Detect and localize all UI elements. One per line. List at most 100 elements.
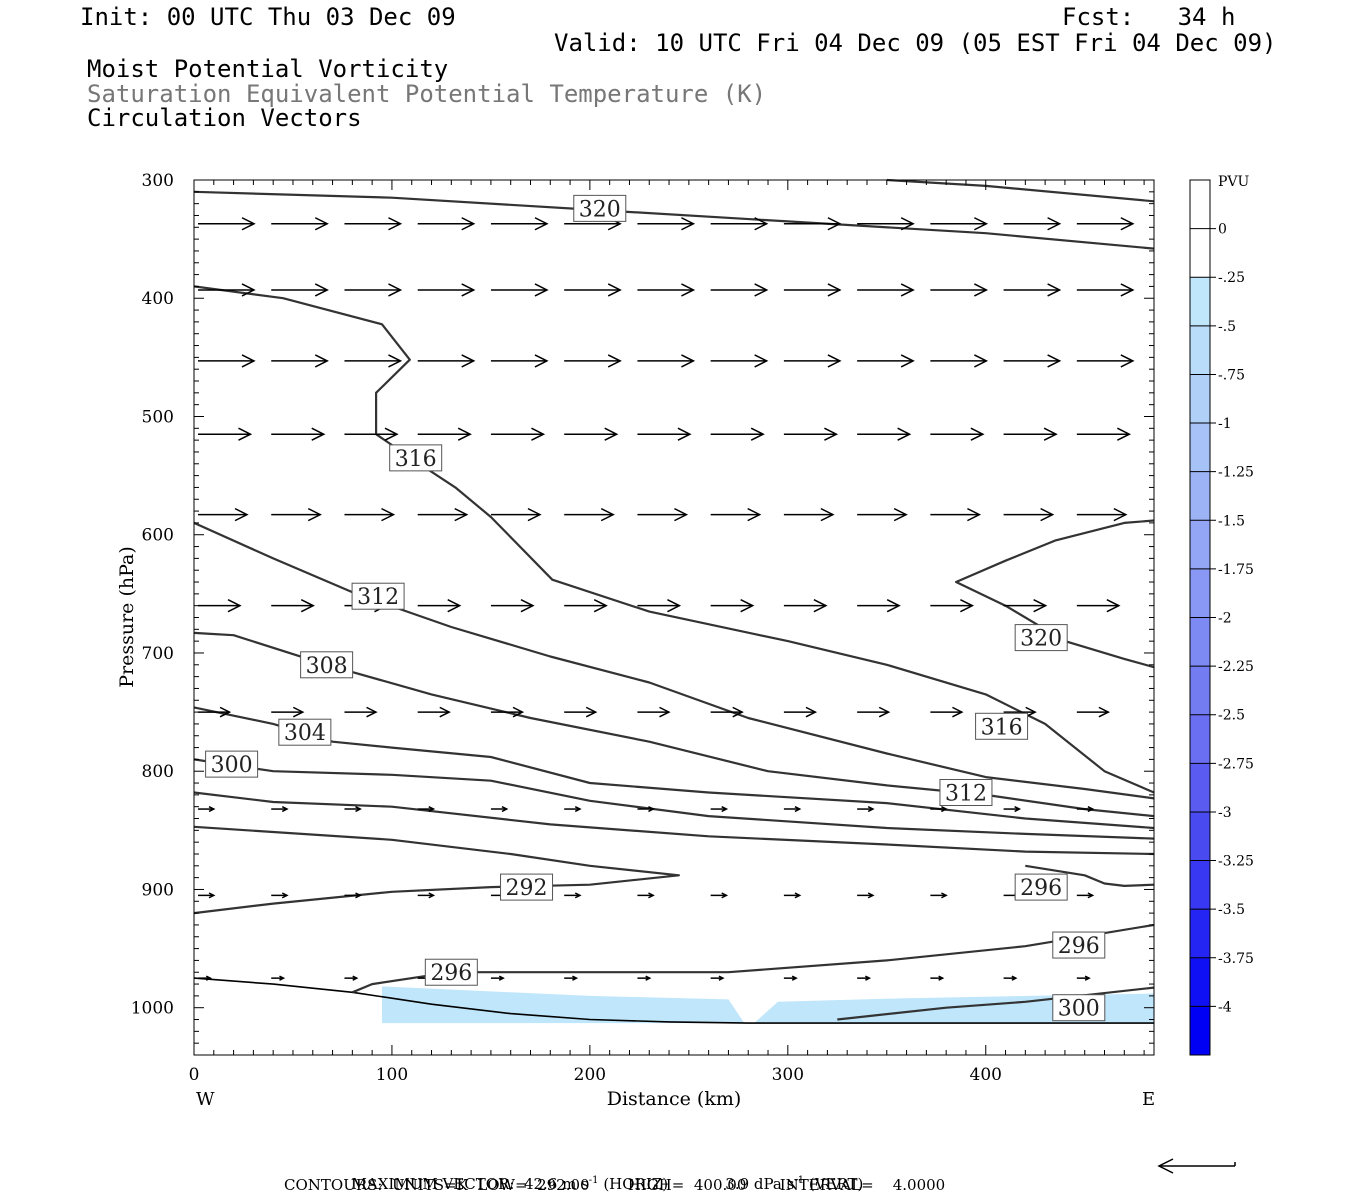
vector-head [498,975,505,981]
vector-arrow [857,507,908,522]
vector-head [307,507,322,522]
y-tick-label: 300 [142,171,174,191]
vector-arrow [1076,427,1132,441]
contour-label-box [389,444,443,472]
vector-head [960,599,975,613]
vector-head [974,217,989,231]
vector-head [520,599,535,613]
vector-layer [198,217,1135,981]
vector-arrow [490,217,549,231]
vector-arrow [564,892,582,899]
vector-head [593,599,608,613]
vector-arrow [710,892,729,899]
vector-head [447,599,462,613]
vector-head [208,892,216,899]
vector-arrow [564,975,579,981]
vector-head [238,427,253,441]
vector-head [681,354,696,368]
vector-arrow [783,806,802,813]
vector-arrow [710,354,769,368]
y-tick-label: 400 [142,289,174,309]
vector-head [234,507,249,522]
vector-head [314,283,329,297]
vector-head [677,427,692,441]
vector-arrow [344,283,403,297]
vector-arrow [271,507,322,522]
vector-arrow [930,427,985,441]
vector-arrow [564,806,582,813]
vector-arrow [1076,892,1095,899]
vector-arrow [417,283,476,297]
vector-head [740,599,755,613]
vector-arrow [930,507,982,522]
colorbar-label: -3.75 [1218,951,1254,967]
vector-arrow [1003,427,1058,441]
x-tick-label: 200 [574,1065,606,1085]
vector-head [648,806,655,813]
vector-head [457,427,472,441]
contour-label: 312 [357,585,399,610]
x-tick-label: 300 [772,1065,804,1085]
vector-arrow [198,354,256,368]
contour-label: 320 [579,197,621,222]
contour-label: 304 [284,721,326,746]
vector-arrow [783,892,802,899]
vector-arrow [637,427,692,441]
vector-head [388,283,403,297]
vector-arrow [857,283,915,297]
vector-head [428,806,436,813]
y-tick-label: 600 [142,526,174,546]
vector-head [574,806,582,813]
vector-head [281,806,289,813]
vector-head [952,706,964,718]
vector-arrow [857,599,901,613]
vector-head [1043,427,1058,441]
vector-arrow [344,892,362,899]
vector-head [886,599,901,613]
vector-arrow [564,599,608,613]
vector-head [645,975,652,981]
vector-arrow [564,427,619,441]
vector-arrow [710,427,765,441]
contour-label-box [278,718,332,746]
vector-head [574,892,582,899]
vector-arrow [710,283,769,297]
vector-arrow [490,806,509,813]
colorbar-label: -1.25 [1218,465,1254,481]
colorbar-label: 0 [1218,222,1227,238]
contour-label: 292 [506,876,548,901]
vector-arrow [637,706,671,718]
init-time: Init: 00 UTC Thu 03 Dec 09 [80,3,456,31]
vector-head [813,599,828,613]
vector-head [512,706,525,718]
vector-arrow [1003,217,1062,231]
vector-head [820,507,835,522]
vector-arrow [198,427,253,441]
vector-head [754,354,769,368]
vector-arrow [271,354,329,368]
vector-arrow [637,806,655,813]
vector-head [681,217,696,231]
vector-arrow [198,507,249,522]
vector-arrow [857,217,915,231]
vector-arrow [783,354,842,368]
vector-head [754,217,769,231]
vector-arrow [783,283,842,297]
contour-label: 316 [395,447,437,472]
terrain-layer [193,977,1154,1024]
vector-arrow [1076,806,1095,813]
horiz-value: 42.6 m s [523,1175,589,1193]
vector-arrow [344,217,403,231]
vector-head [1120,283,1135,297]
vector-arrow [857,975,872,981]
vector-head [1014,806,1022,813]
vector-arrow [198,975,212,981]
title-circulation: Circulation Vectors [87,104,362,132]
vector-arrow [417,427,472,441]
colorbar-swatch [1190,1006,1210,1055]
colorbar-label: -3 [1218,805,1232,821]
contour-label: 316 [981,715,1023,740]
vector-head [388,354,403,368]
contours-info: CONTOURS: UNITS=K LOW= 292.00 HIGH= 400.… [284,1176,946,1194]
vector-head [659,706,671,718]
